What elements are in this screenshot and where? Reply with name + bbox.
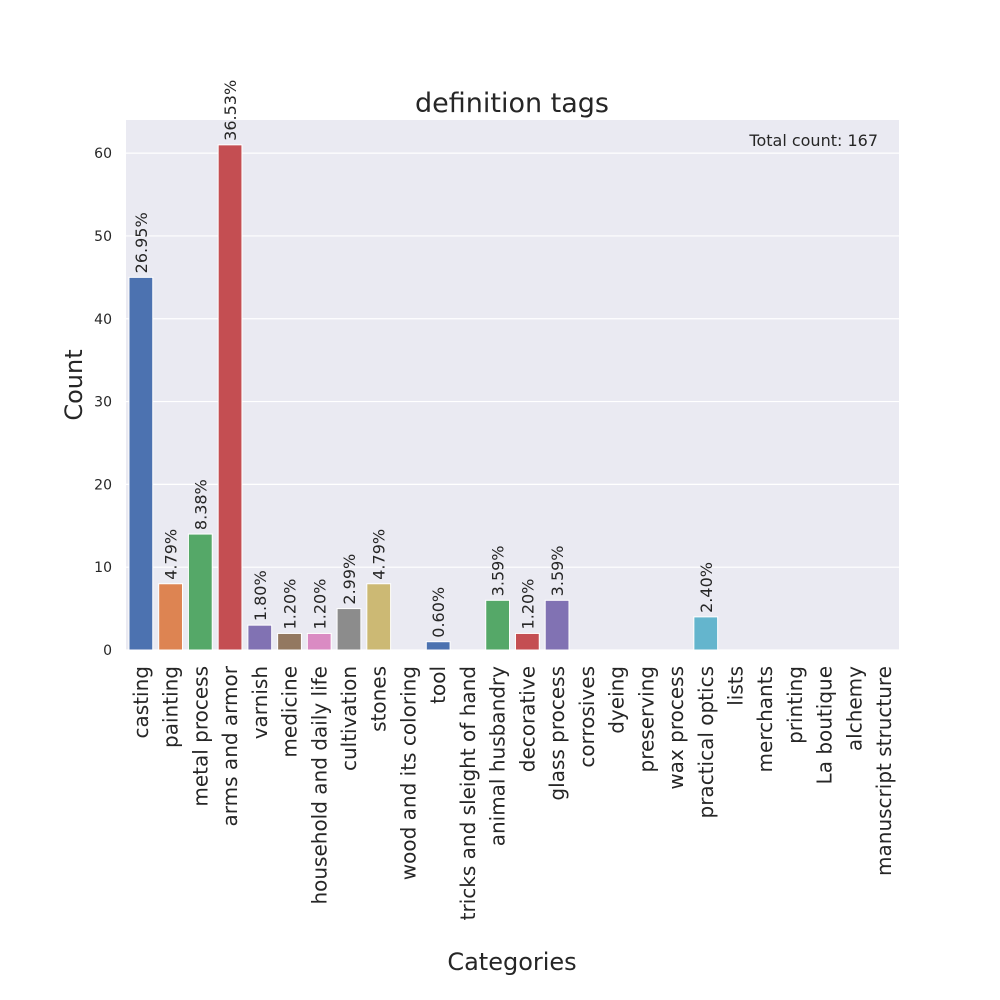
x-tick-label: arms and armor	[218, 665, 242, 826]
bar-value-label: 4.79%	[370, 529, 389, 580]
bar-value-label: 2.40%	[697, 562, 716, 613]
chart-title: definition tags	[415, 88, 609, 119]
x-tick-label: painting	[159, 666, 183, 748]
bar-value-label: 1.20%	[310, 579, 329, 630]
x-tick-label: merchants	[753, 666, 777, 772]
y-tick-label: 30	[94, 395, 112, 411]
x-tick-label: casting	[129, 666, 153, 738]
x-tick-label: corrosives	[575, 666, 599, 768]
bar	[426, 642, 450, 650]
x-tick-label: tricks and sleight of hand	[456, 666, 480, 920]
bar-value-label: 8.38%	[191, 479, 210, 530]
bar	[367, 584, 391, 650]
bar	[694, 617, 718, 650]
x-tick-label: tool	[426, 666, 450, 704]
x-tick-label: manuscript structure	[872, 666, 896, 876]
x-tick-label: dyeing	[605, 666, 629, 734]
bar	[248, 625, 272, 650]
bar	[545, 600, 569, 650]
bar	[337, 609, 361, 650]
x-tick-label: decorative	[515, 666, 539, 772]
bar	[129, 277, 153, 650]
x-tick-label: lists	[723, 666, 747, 706]
x-tick-label: La boutique	[813, 666, 837, 784]
bar-value-label: 0.60%	[429, 587, 448, 638]
y-tick-label: 0	[103, 643, 112, 659]
x-tick-label: wax process	[664, 666, 688, 790]
x-tick-label: glass process	[545, 666, 569, 801]
x-tick-label: metal process	[188, 666, 212, 807]
y-tick-label: 40	[94, 312, 112, 328]
x-tick-label: wood and its coloring	[396, 666, 420, 880]
bar-value-label: 36.53%	[221, 80, 240, 141]
bar	[188, 534, 212, 650]
total-count-annotation: Total count: 167	[748, 131, 878, 150]
x-tick-label: animal husbandry	[486, 666, 510, 846]
x-tick-label: stones	[367, 666, 391, 732]
y-tick-label: 60	[94, 146, 112, 162]
y-tick-label: 20	[94, 477, 112, 493]
bar-value-label: 1.20%	[518, 579, 537, 630]
x-axis-label: Categories	[447, 948, 576, 976]
y-axis-ticks: 0 10 20 30 40 50 60	[94, 146, 112, 659]
x-tick-label: alchemy	[842, 666, 866, 751]
bar	[218, 145, 242, 650]
bar	[307, 633, 331, 650]
x-tick-label: varnish	[248, 666, 272, 739]
bar	[278, 633, 302, 650]
x-tick-label: medicine	[278, 666, 302, 758]
y-tick-label: 50	[94, 229, 112, 245]
x-tick-label: cultivation	[337, 666, 361, 771]
x-tick-label: practical optics	[694, 666, 718, 818]
y-axis-label: Count	[60, 349, 88, 420]
x-axis-ticks: casting painting metal process arms and arm…	[129, 665, 896, 920]
bar-value-label: 2.99%	[340, 554, 359, 605]
bar-value-label: 26.95%	[132, 212, 151, 273]
x-tick-label: printing	[783, 666, 807, 744]
x-tick-label: preserving	[634, 666, 658, 773]
bar-value-label: 3.59%	[548, 545, 567, 596]
bar-value-label: 3.59%	[489, 545, 508, 596]
bar-value-label: 4.79%	[162, 529, 181, 580]
bar	[515, 633, 539, 650]
bar-value-label: 1.80%	[251, 570, 270, 621]
bar	[159, 584, 183, 650]
x-tick-label: household and daily life	[307, 666, 331, 905]
y-tick-label: 10	[94, 560, 112, 576]
bar	[486, 600, 510, 650]
bar-value-label: 1.20%	[281, 579, 300, 630]
